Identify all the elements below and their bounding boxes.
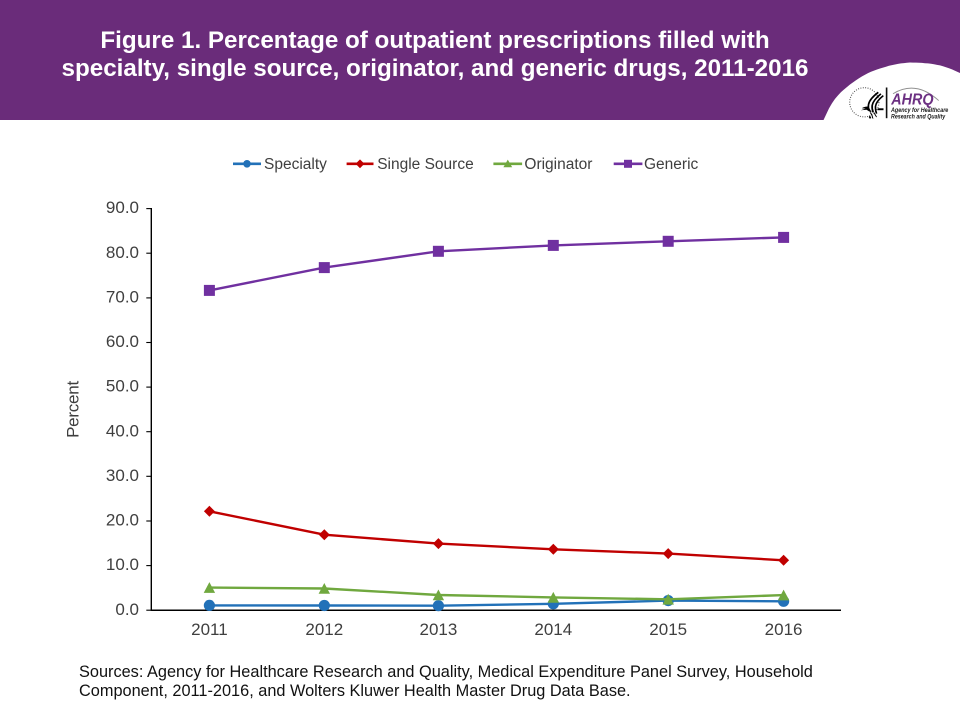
svg-text:2015: 2015 [649, 620, 687, 639]
svg-text:2014: 2014 [534, 620, 572, 639]
svg-text:2012: 2012 [305, 620, 343, 639]
svg-text:0.0: 0.0 [115, 600, 139, 619]
svg-text:50.0: 50.0 [106, 377, 139, 396]
svg-text:2013: 2013 [419, 620, 457, 639]
svg-text:30.0: 30.0 [106, 466, 139, 485]
svg-text:90.0: 90.0 [106, 198, 139, 217]
svg-text:Agency for Healthcare: Agency for Healthcare [890, 107, 949, 114]
svg-text:Percent: Percent [63, 381, 82, 438]
svg-text:10.0: 10.0 [106, 555, 139, 574]
svg-text:2011: 2011 [191, 620, 228, 639]
svg-text:Generic: Generic [644, 156, 699, 173]
svg-text:AHRQ: AHRQ [890, 92, 934, 109]
svg-text:Specialty: Specialty [264, 156, 327, 173]
svg-text:40.0: 40.0 [106, 421, 139, 440]
svg-text:80.0: 80.0 [106, 243, 139, 262]
svg-text:70.0: 70.0 [106, 288, 139, 307]
svg-text:Originator: Originator [524, 156, 592, 173]
svg-text:2016: 2016 [765, 620, 803, 639]
svg-text:Single Source: Single Source [377, 156, 474, 173]
svg-text:20.0: 20.0 [106, 511, 139, 530]
svg-text:Research and Quality: Research and Quality [891, 114, 946, 121]
svg-text:60.0: 60.0 [106, 332, 139, 351]
